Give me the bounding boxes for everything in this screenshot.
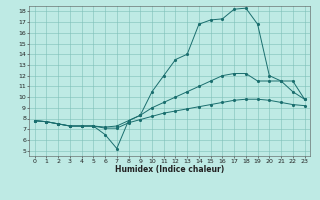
X-axis label: Humidex (Indice chaleur): Humidex (Indice chaleur)	[115, 165, 224, 174]
